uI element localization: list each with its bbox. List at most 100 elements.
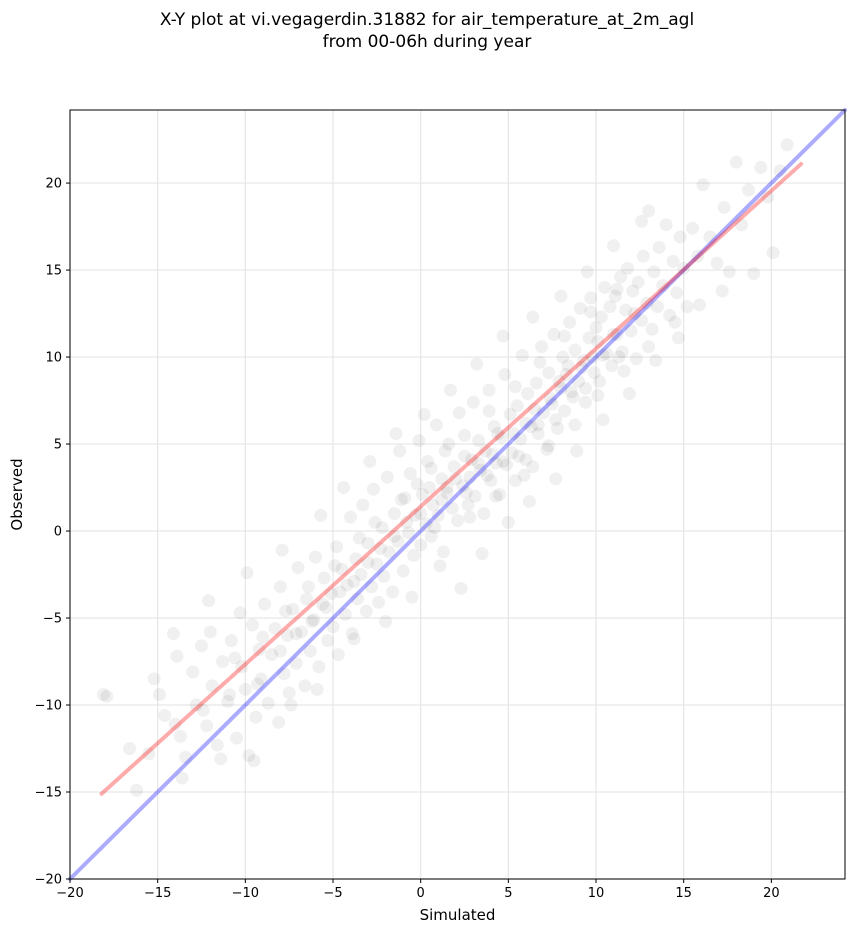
scatter-point — [496, 329, 510, 343]
scatter-point — [370, 557, 384, 571]
scatter-point — [424, 461, 438, 475]
scatter-point — [456, 479, 470, 493]
scatter-point — [310, 682, 324, 696]
scatter-point — [349, 552, 363, 566]
scatter-point — [747, 267, 761, 281]
scatter-point — [337, 481, 351, 495]
scatter-point — [396, 564, 410, 578]
scatter-point — [619, 303, 633, 317]
scatter-point — [428, 521, 442, 535]
scatter-point — [275, 543, 289, 557]
scatter-point — [272, 715, 286, 729]
scatter-point — [498, 367, 512, 381]
scatter-point — [780, 138, 794, 152]
scatter-point — [245, 618, 259, 632]
scatter-point — [607, 239, 621, 253]
scatter-point — [575, 360, 589, 374]
scatter-point — [566, 390, 580, 404]
scatter-point — [189, 698, 203, 712]
scatter-point — [373, 541, 387, 555]
scatter-point — [307, 613, 321, 627]
scatter-point — [642, 340, 656, 354]
scatter-point — [717, 200, 731, 214]
scatter-point — [600, 347, 614, 361]
y-tick-label: 5 — [54, 438, 62, 453]
scatter-point — [365, 580, 379, 594]
scatter-point — [622, 387, 636, 401]
x-tick-label: −10 — [232, 886, 259, 901]
scatter-point — [615, 345, 629, 359]
scatter-point — [522, 494, 536, 508]
y-tick-label: 20 — [45, 177, 62, 192]
chart-title: X-Y plot at vi.vegagerdin.31882 for air_… — [159, 10, 695, 30]
scatter-point — [435, 472, 449, 486]
scatter-point — [221, 695, 235, 709]
scatter-point — [473, 463, 487, 477]
scatter-point — [179, 750, 193, 764]
scatter-point — [252, 642, 266, 656]
scatter-point — [542, 439, 556, 453]
reference-lines — [68, 108, 847, 881]
scatter-point — [415, 488, 429, 501]
scatter-point — [96, 688, 110, 702]
scatter-point — [308, 550, 322, 564]
scatter-point — [475, 547, 489, 561]
scatter-point — [500, 458, 514, 472]
scatter-point — [315, 597, 329, 611]
scatter-point — [703, 230, 717, 244]
scatter-point — [317, 571, 331, 585]
scatter-point — [286, 602, 300, 616]
scatter-point — [529, 376, 543, 390]
scatter-point — [345, 627, 359, 641]
y-tick-label: 0 — [54, 525, 62, 540]
scatter-point — [472, 456, 486, 470]
scatter-point — [280, 628, 294, 642]
scatter-point — [517, 468, 531, 482]
scatter-point — [431, 508, 445, 522]
y-tick-label: −20 — [35, 873, 62, 888]
scatter-point — [372, 595, 386, 609]
scatter-point — [573, 301, 587, 315]
scatter-point — [352, 531, 366, 545]
scatter-point — [663, 308, 677, 322]
scatter-point — [568, 343, 582, 357]
scatter-point — [422, 481, 436, 495]
scatter-point — [631, 275, 645, 289]
scatter-point — [735, 218, 749, 232]
scatter-point — [407, 548, 421, 562]
scatter-point — [424, 529, 438, 543]
scatter-point — [610, 282, 624, 296]
scatter-point — [557, 404, 571, 418]
x-tick-label: −20 — [56, 886, 83, 901]
scatter-point — [421, 454, 435, 468]
scatter-point — [195, 639, 209, 653]
scatter-point — [591, 334, 605, 348]
scatter-point — [435, 493, 449, 507]
scatter-point — [591, 388, 605, 402]
scatter-point — [621, 261, 635, 275]
scatter-point — [394, 493, 408, 507]
scatter-point — [610, 327, 624, 341]
scatter-point — [361, 555, 375, 569]
scatter-point — [436, 545, 450, 559]
scatter-point — [401, 526, 415, 540]
scatter-point — [391, 534, 405, 548]
scatter-point — [536, 406, 550, 420]
scatter-point — [224, 634, 238, 648]
scatter-point — [454, 581, 468, 595]
scatter-point — [142, 747, 156, 761]
scatter-point — [273, 580, 287, 594]
scatter-point — [659, 218, 673, 232]
y-tick-label: −5 — [43, 612, 62, 627]
scatter-point — [205, 679, 219, 693]
scatter-point — [354, 568, 368, 582]
x-tick-label: −5 — [323, 886, 342, 901]
scatter-point — [403, 467, 417, 481]
scatter-point — [440, 481, 454, 495]
scatter-point — [472, 434, 486, 448]
scatter-point — [331, 648, 345, 662]
scatter-point — [319, 601, 333, 615]
scatter-point — [214, 752, 228, 766]
scatter-point — [480, 468, 494, 482]
